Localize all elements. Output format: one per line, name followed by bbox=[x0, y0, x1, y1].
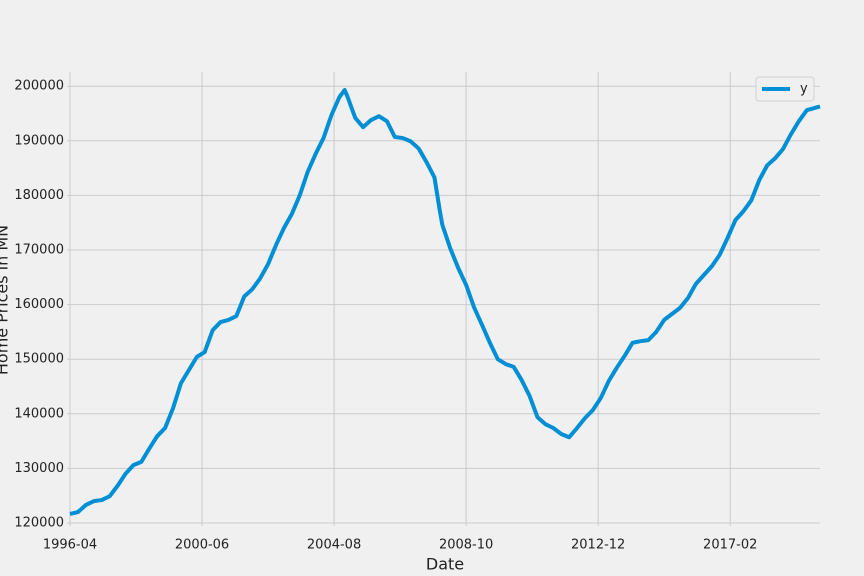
x-tick-label: 2000-06 bbox=[175, 538, 229, 553]
legend-label: y bbox=[800, 82, 808, 97]
y-tick-label: 160000 bbox=[14, 297, 64, 312]
y-tick-label: 190000 bbox=[14, 133, 64, 148]
x-tick-label: 2008-10 bbox=[439, 538, 493, 553]
x-axis-label: Date bbox=[426, 555, 464, 574]
line bbox=[69, 88, 821, 516]
y-axis-label: Home Prices in MN bbox=[0, 225, 12, 375]
y-tick-label: 150000 bbox=[14, 352, 64, 367]
x-tick-label: 2017-02 bbox=[703, 538, 757, 553]
x-tick-label: 2012-12 bbox=[571, 538, 625, 553]
y-tick-label: 130000 bbox=[14, 461, 64, 476]
y-tick-label: 200000 bbox=[14, 79, 64, 94]
y-tick-label: 120000 bbox=[14, 516, 64, 531]
y-tick-label: 140000 bbox=[14, 406, 64, 421]
y-tick-label: 170000 bbox=[14, 242, 64, 257]
x-tick-label: 1996-04 bbox=[43, 538, 97, 553]
x-tick-label: 2004-08 bbox=[307, 538, 361, 553]
y-tick-label: 180000 bbox=[14, 188, 64, 203]
